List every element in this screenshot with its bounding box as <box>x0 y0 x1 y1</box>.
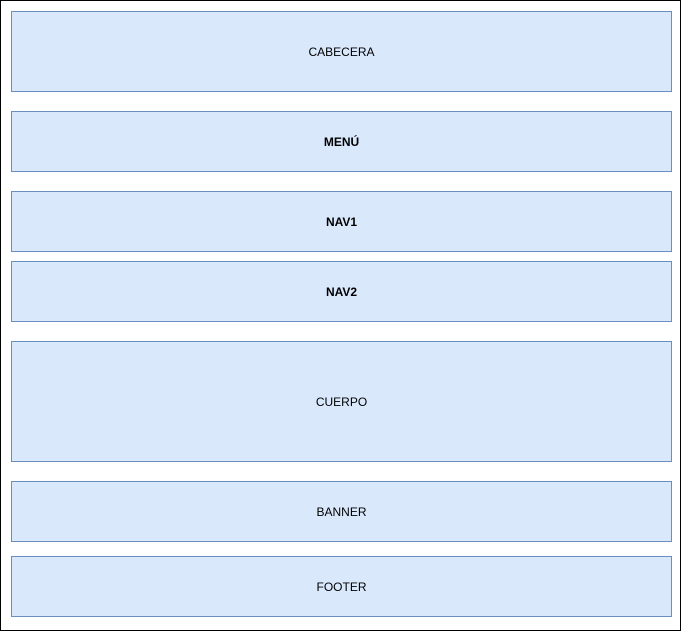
footer-label: FOOTER <box>316 579 367 594</box>
nav2-block: NAV2 <box>11 261 672 322</box>
cabecera-block: CABECERA <box>11 11 672 92</box>
nav1-block: NAV1 <box>11 191 672 252</box>
nav1-label: NAV1 <box>325 214 358 229</box>
footer-block: FOOTER <box>11 556 672 617</box>
menu-block: MENÚ <box>11 111 672 172</box>
banner-block: BANNER <box>11 481 672 542</box>
cuerpo-block: CUERPO <box>11 341 672 462</box>
cuerpo-label: CUERPO <box>315 394 368 409</box>
menu-label: MENÚ <box>323 134 360 149</box>
cabecera-label: CABECERA <box>308 44 375 59</box>
nav2-label: NAV2 <box>325 284 358 299</box>
banner-label: BANNER <box>316 504 367 519</box>
